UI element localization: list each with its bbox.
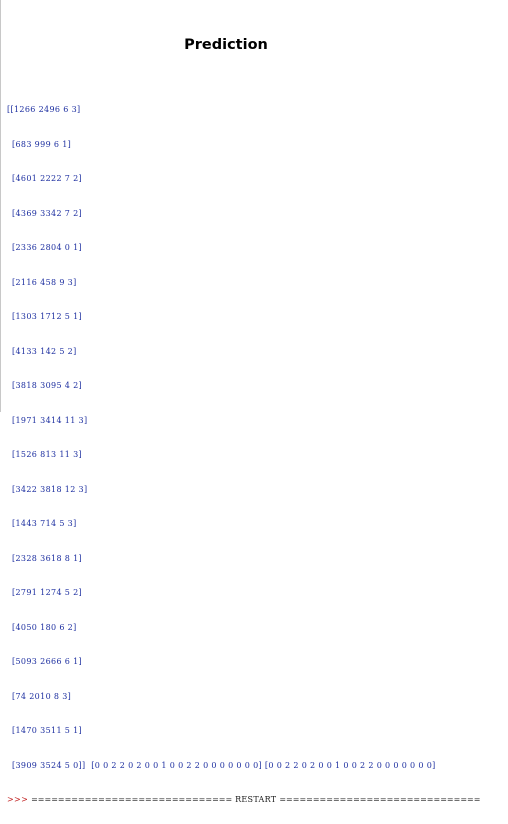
output-line: [3818 3095 4 2] (7, 380, 480, 392)
output-line: [1443 714 5 3] (7, 518, 480, 530)
array-row: [2336 2804 0 1] (12, 243, 83, 252)
shell-prompt: >>> (7, 795, 29, 804)
array-row-last: [3909 3524 5 0]] (12, 760, 86, 770)
array-row: [4050 180 6 2] (12, 622, 77, 632)
array-row: [1470 3511 5 1] (12, 726, 83, 735)
array-row: [4601 2222 7 2] (12, 174, 83, 183)
output-line: [4050 180 6 2] (7, 622, 480, 634)
output-line: [1303 1712 5 1] (7, 311, 480, 323)
output-line: [74 2010 8 3] (7, 691, 480, 703)
array-row: [2116 458 9 3] (12, 277, 77, 287)
output-line: [2328 3618 8 1] (7, 553, 480, 565)
window-left-border (0, 0, 1, 412)
restart-line: >>> ============================== RESTA… (7, 794, 480, 806)
output-line: [3422 3818 12 3] (7, 484, 480, 496)
output-line: [3909 3524 5 0]] [0 0 2 2 0 2 0 0 1 0 0 … (7, 760, 480, 772)
output-line: [2116 458 9 3] (7, 277, 480, 289)
restart-label: RESTART (235, 795, 277, 804)
array-row: [5093 2666 6 1] (12, 657, 83, 666)
array-row: [74 2010 8 3] (12, 691, 72, 701)
python-shell-output[interactable]: [[1266 2496 6 3] [683 999 6 1] [4601 222… (7, 81, 480, 824)
array-row: [1303 1712 5 1] (12, 312, 83, 321)
array-row: [3818 3095 4 2] (12, 381, 83, 390)
prediction-array-2: [0 0 2 2 0 2 0 0 1 0 0 2 2 0 0 0 0 0 0 0… (264, 760, 436, 770)
output-line: [683 999 6 1] (7, 139, 480, 151)
array-row: [4369 3342 7 2] (12, 208, 83, 218)
array-row: [683 999 6 1] (12, 139, 72, 149)
output-line: [4133 142 5 2] (7, 346, 480, 358)
page-title: Prediction (184, 37, 268, 53)
array-row: [[1266 2496 6 3] (7, 105, 81, 114)
output-line: [5093 2666 6 1] (7, 656, 480, 668)
output-line: [2791 1274 5 2] (7, 587, 480, 599)
array-row: [3422 3818 12 3] (12, 484, 88, 494)
array-row: [2328 3618 8 1] (12, 553, 83, 563)
restart-separator-left: ============================== (31, 795, 233, 804)
restart-separator-right: ============================== (279, 795, 481, 804)
array-row: [4133 142 5 2] (12, 346, 77, 356)
array-row: [2791 1274 5 2] (12, 588, 83, 597)
prediction-array-1: [0 0 2 2 0 2 0 0 1 0 0 2 2 0 0 0 0 0 0 0… (91, 760, 263, 770)
array-row: [1971 3414 11 3] (12, 415, 88, 425)
array-row: [1526 813 11 3] (12, 450, 83, 459)
output-line: [4601 2222 7 2] (7, 173, 480, 185)
output-line: [1470 3511 5 1] (7, 725, 480, 737)
output-line: [1526 813 11 3] (7, 449, 480, 461)
output-line: [[1266 2496 6 3] (7, 104, 480, 116)
array-row: [1443 714 5 3] (12, 519, 77, 528)
output-line: [2336 2804 0 1] (7, 242, 480, 254)
output-line: [1971 3414 11 3] (7, 415, 480, 427)
output-line: [4369 3342 7 2] (7, 208, 480, 220)
